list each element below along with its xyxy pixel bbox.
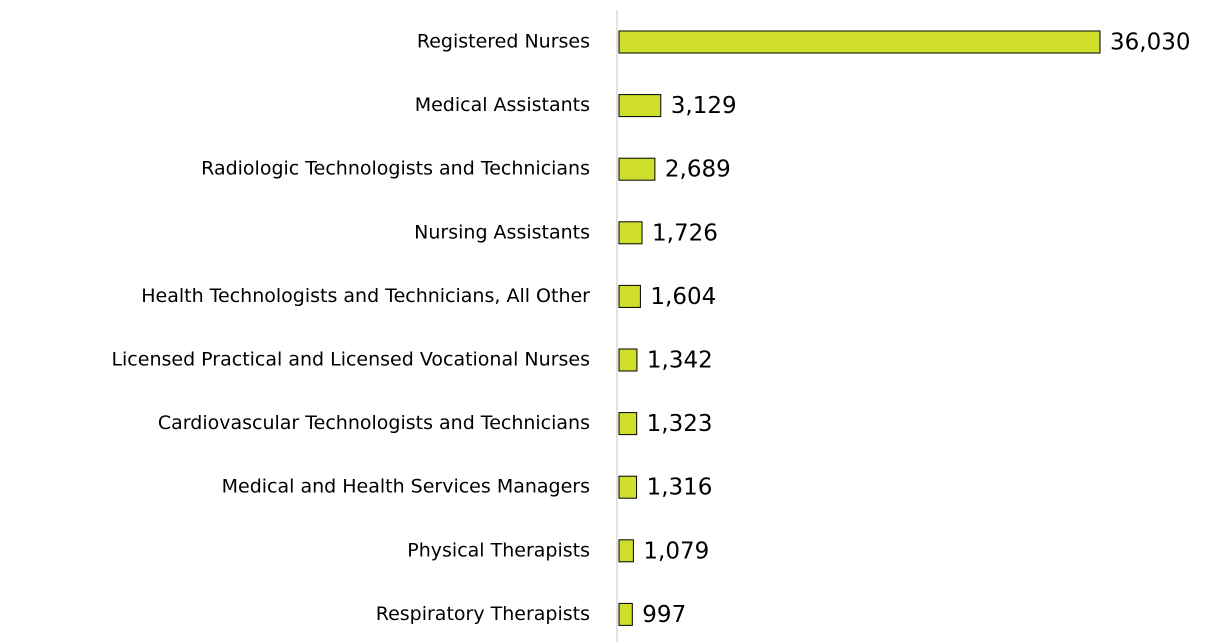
data-label: 36,030: [1110, 30, 1190, 56]
category-label: Licensed Practical and Licensed Vocation…: [111, 349, 590, 371]
category-label: Medical and Health Services Managers: [222, 476, 590, 498]
category-label: Health Technologists and Technicians, Al…: [141, 285, 590, 307]
bar: [618, 284, 641, 308]
category-label: Respiratory Therapists: [376, 603, 590, 625]
data-label: 997: [642, 602, 686, 628]
data-label: 1,604: [650, 284, 716, 310]
data-label: 1,726: [652, 220, 718, 246]
bar: [618, 602, 633, 626]
bar: [618, 412, 638, 436]
data-label: 2,689: [665, 157, 731, 183]
data-label: 1,323: [647, 411, 713, 437]
bar: [618, 94, 662, 118]
category-label: Nursing Assistants: [414, 221, 590, 243]
category-label: Cardiovascular Technologists and Technic…: [158, 412, 590, 434]
bar: [618, 475, 638, 499]
data-label: 3,129: [671, 93, 737, 119]
data-label: 1,079: [643, 538, 709, 564]
bar: [618, 157, 656, 181]
bar: [618, 30, 1101, 54]
bar: [618, 539, 634, 563]
data-label: 1,342: [647, 348, 713, 374]
data-label: 1,316: [647, 475, 713, 501]
category-label: Registered Nurses: [417, 31, 590, 53]
category-label: Radiologic Technologists and Technicians: [201, 158, 590, 180]
bar: [618, 348, 638, 372]
bar: [618, 221, 643, 245]
category-label: Physical Therapists: [407, 539, 590, 561]
category-label: Medical Assistants: [415, 94, 590, 116]
